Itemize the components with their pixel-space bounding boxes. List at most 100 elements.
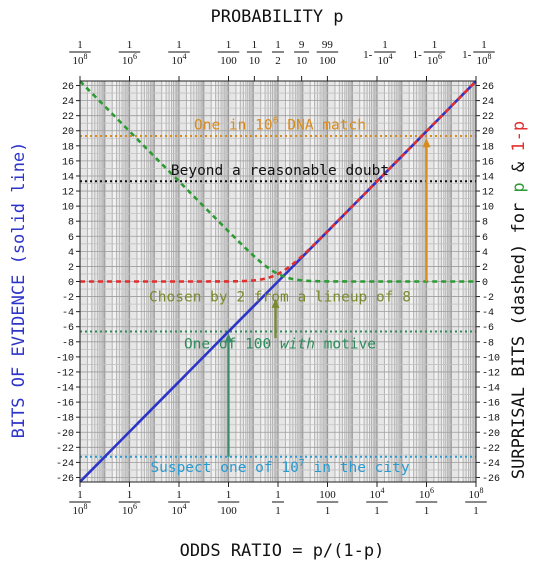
tick-numerator: 1	[176, 489, 182, 501]
tick-denominator: 1	[275, 505, 281, 517]
y-tick-label-left: -12	[56, 368, 74, 379]
y-tick-label-left: 12	[62, 188, 74, 199]
tick-denominator: 108	[73, 502, 88, 517]
y-tick-label-left: 4	[68, 248, 74, 259]
tick-numerator: 1	[481, 39, 487, 51]
y-tick-label-right: 22	[482, 112, 494, 123]
y-tick-label-left: -26	[56, 474, 74, 485]
arrows	[224, 138, 431, 457]
y-tick-label-right: 0	[482, 278, 488, 289]
tick-denominator: 10	[296, 55, 308, 67]
tick-denominator: 100	[220, 505, 237, 517]
y-tick-label-right: -12	[482, 368, 500, 379]
y-tick-label-right: 14	[482, 172, 494, 183]
y-tick-label-right: 26	[482, 82, 494, 93]
y-axis-label-right-q: 1-p	[509, 121, 529, 152]
tick-denominator: 104	[172, 52, 187, 67]
tick-denominator: 106	[122, 52, 137, 67]
tick-numerator: 1	[226, 489, 232, 501]
y-tick-label-left: -4	[62, 308, 74, 319]
tick-numerator: 1	[226, 39, 232, 51]
tick-denominator: 1	[473, 505, 479, 517]
y-axis-label-right-amp: &	[509, 152, 529, 183]
y-tick-label-right: 18	[482, 142, 494, 153]
y-tick-label-right: -6	[482, 323, 494, 334]
x-tick-label-top: 12	[272, 39, 284, 67]
tick-numerator: 108	[469, 486, 484, 501]
y-tick-label-right: -14	[482, 384, 500, 395]
y-tick-label-left: -10	[56, 353, 74, 364]
x-tick-label-top: 910	[294, 39, 310, 67]
tick-numerator: 1	[382, 39, 388, 51]
tick-numerator: 1	[275, 489, 281, 501]
tick-numerator: 1	[252, 39, 258, 51]
y-tick-label-right: 2	[482, 263, 488, 274]
y-tick-label-right: 10	[482, 203, 494, 214]
y-tick-label-right: -4	[482, 308, 494, 319]
curves	[79, 80, 477, 483]
y-tick-label-right: -22	[482, 444, 500, 455]
tick-numerator: 1	[127, 39, 133, 51]
tick-prefix: 1-	[363, 49, 373, 61]
tick-denominator: 1	[374, 505, 380, 517]
y-tick-label-right: -24	[482, 459, 500, 470]
y-tick-label-right: -10	[482, 353, 500, 364]
tick-denominator: 100	[220, 55, 237, 67]
y-tick-label-left: -24	[56, 459, 74, 470]
y-tick-label-left: -8	[62, 338, 74, 349]
tick-numerator: 9	[299, 39, 305, 51]
y-tick-label-left: -6	[62, 323, 74, 334]
y-tick-label-left: -18	[56, 414, 74, 425]
tick-denominator: 108	[477, 52, 492, 67]
y-tick-label-right: -20	[482, 429, 500, 440]
axes: -26 -26-24 -24-22 -22-20 -20-18 -18-16 -16-14-…	[56, 39, 500, 517]
tick-denominator: 104	[172, 502, 187, 517]
arrow-head	[271, 298, 280, 308]
x-tick-label-top: 110	[246, 39, 262, 67]
y-tick-label-left: 20	[62, 127, 74, 138]
tick-numerator: 1	[77, 39, 83, 51]
x-axis-label: ODDS RATIO = p/(1-p)	[180, 541, 385, 561]
y-tick-label-left: 22	[62, 112, 74, 123]
tick-denominator: 1	[424, 505, 430, 517]
y-tick-label-left: -22	[56, 444, 74, 455]
y-tick-label-left: 26	[62, 82, 74, 93]
y-tick-label-right: -16	[482, 399, 500, 410]
y-tick-label-right: -2	[482, 293, 494, 304]
tick-denominator: 10	[249, 55, 261, 67]
y-axis-label-left: BITS OF EVIDENCE (solid line)	[9, 142, 29, 439]
y-tick-label-left: -14	[56, 384, 74, 395]
tick-numerator: 1	[127, 489, 133, 501]
tick-numerator: 1	[176, 39, 182, 51]
annotation-label: Chosen by 2 from a lineup of 8	[149, 290, 411, 306]
annotation-labels: One in 106 DNA match Beyond a reasonable …	[149, 116, 411, 476]
tick-denominator: 108	[73, 52, 88, 67]
y-axis-label-right-p: p	[509, 182, 529, 192]
y-tick-label-left: 18	[62, 142, 74, 153]
surprisal-p-dashed-line	[80, 80, 477, 283]
y-tick-label-left: 2	[68, 263, 74, 274]
tick-denominator: 106	[122, 502, 137, 517]
tick-numerator: 1	[275, 39, 281, 51]
tick-denominator: 2	[275, 55, 281, 67]
y-tick-label-left: 24	[62, 97, 74, 108]
y-axis-label-right: SURPRISAL BITS (dashed) for p & 1-p	[509, 121, 529, 479]
tick-prefix: 1-	[462, 49, 472, 61]
annotation-label: One of 100 with motive	[184, 336, 376, 352]
y-tick-label-left: 14	[62, 172, 74, 183]
annotation-label: One in 106 DNA match	[194, 116, 366, 134]
y-tick-label-right: 4	[482, 248, 488, 259]
tick-numerator: 104	[370, 486, 385, 501]
arrow-head	[224, 333, 233, 343]
y-tick-label-left: 6	[68, 233, 74, 244]
y-tick-label-left: 8	[68, 218, 74, 229]
y-tick-label-left: -20	[56, 429, 74, 440]
